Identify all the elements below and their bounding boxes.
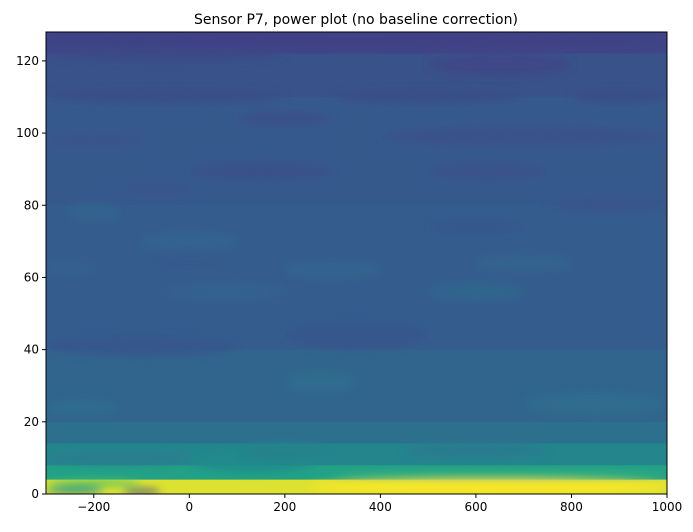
- heatmap-feature-25: [428, 161, 548, 180]
- heatmap-feature-12: [46, 335, 238, 357]
- heatmap-feature-5: [237, 443, 333, 462]
- y-tick-label: 100: [16, 126, 39, 140]
- heatmap-feature-23: [117, 183, 190, 195]
- heatmap-feature-28: [46, 133, 142, 148]
- heatmap-feature-9: [284, 371, 357, 393]
- y-tick-label: 80: [24, 198, 39, 212]
- y-tick-label: 20: [24, 415, 39, 429]
- y-axis: 0 20 40 60 80 100 120: [16, 54, 46, 501]
- plot-area: [46, 32, 667, 494]
- heatmap-feature-6: [46, 450, 190, 466]
- heatmap-feature-17: [141, 255, 238, 271]
- heatmap-feature-21: [428, 219, 524, 235]
- heatmap-feature-7: [332, 472, 667, 480]
- heatmap-feature-32: [571, 89, 667, 105]
- x-tick-label: 1000: [652, 500, 683, 514]
- heatmap-feature-18: [284, 263, 381, 278]
- plot-frame: [45, 31, 668, 495]
- heatmap-features: [46, 32, 667, 494]
- heatmap-feature-14: [428, 284, 524, 300]
- heatmap-feature-11: [523, 392, 667, 415]
- y-tick-label: 120: [16, 54, 39, 68]
- heatmap-feature-16: [46, 263, 94, 274]
- x-axis: −200 0 200 400 600 800 1000: [77, 494, 682, 514]
- heatmap-feature-22: [69, 205, 118, 220]
- heatmap-feature-33: [428, 53, 572, 76]
- heatmap-feature-20: [141, 234, 238, 249]
- heatmap-feature-3: [308, 479, 667, 494]
- y-tick-label: 40: [24, 343, 39, 357]
- y-tick-label: 60: [24, 270, 39, 284]
- heatmap-feature-24: [189, 161, 333, 180]
- heatmap-feature-8: [404, 443, 548, 458]
- x-tick-label: −200: [77, 500, 110, 514]
- heatmap-feature-35: [46, 32, 667, 47]
- heatmap-feature-27: [380, 125, 667, 148]
- heatmap-feature-31: [332, 89, 524, 105]
- heatmap-feature-15: [165, 284, 285, 300]
- heatmap-feature-2: [46, 479, 142, 487]
- heatmap-feature-30: [46, 89, 285, 105]
- heatmap-feature-19: [475, 255, 572, 271]
- heatmap-feature-26: [547, 198, 667, 213]
- x-tick-label: 400: [369, 500, 392, 514]
- x-tick-label: 0: [185, 500, 193, 514]
- x-tick-label: 200: [273, 500, 296, 514]
- x-tick-label: 800: [560, 500, 583, 514]
- heatmap-feature-34: [46, 46, 285, 61]
- heatmap-band-3: [46, 421, 667, 444]
- x-tick-label: 600: [464, 500, 487, 514]
- heatmap-feature-10: [46, 400, 118, 415]
- chart-title: Sensor P7, power plot (no baseline corre…: [194, 12, 518, 28]
- heatmap-feature-1: [122, 488, 161, 494]
- heatmap-feature-29: [237, 111, 333, 126]
- heatmap-feature-0: [46, 486, 104, 494]
- y-tick-label: 0: [31, 487, 39, 501]
- heatmap-feature-13: [284, 320, 429, 350]
